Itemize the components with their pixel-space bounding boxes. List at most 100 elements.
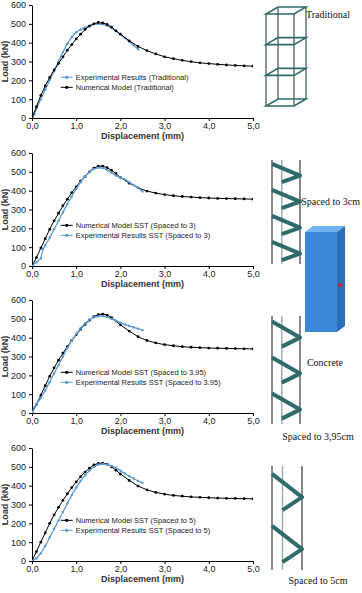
data-point (62, 211, 64, 213)
x-axis-title: Displacement (mm) (101, 574, 184, 584)
plot-area (32, 165, 253, 266)
x-axis-title: Displacement (mm) (101, 426, 184, 436)
data-point (53, 513, 56, 516)
data-point (199, 496, 202, 499)
x-axis-title: Displacement (mm) (101, 279, 184, 289)
data-point (110, 318, 112, 320)
tick-label: 2,0 (115, 416, 128, 426)
x-tick: 4,0 (203, 413, 216, 426)
spiral-bar (272, 526, 302, 562)
data-point (32, 265, 33, 266)
data-point (216, 197, 219, 200)
data-point (132, 477, 134, 479)
x-tick: 0,0 (26, 413, 39, 426)
x-tick: 2,0 (115, 413, 128, 426)
data-point (190, 196, 193, 199)
data-point (70, 43, 73, 46)
data-point (79, 327, 81, 329)
data-point (88, 171, 90, 173)
data-point (137, 45, 140, 48)
tick-mark (29, 80, 32, 81)
data-point (35, 261, 37, 263)
data-point (75, 481, 78, 484)
y-tick: 500 (11, 314, 32, 324)
legend-marker (65, 224, 68, 227)
data-point (141, 329, 143, 331)
chart-panel: 0,01,02,03,04,05,00100200300400500600Dis… (0, 0, 260, 141)
plot-area (32, 462, 253, 561)
tick-mark (29, 505, 32, 506)
data-point (243, 64, 246, 67)
tick-label: 4,0 (203, 416, 216, 426)
tick-label: 400 (11, 38, 26, 48)
tick-label: 3,0 (159, 121, 172, 131)
data-point (66, 49, 69, 52)
tick-mark (29, 319, 32, 320)
x-axis-title: Displacement (mm) (101, 131, 184, 141)
data-point (93, 316, 95, 318)
data-point (154, 53, 157, 56)
data-point (48, 237, 50, 239)
stirrup (266, 7, 306, 14)
data-point (137, 327, 139, 329)
tick-mark (29, 394, 32, 395)
data-point (119, 33, 121, 35)
legend-marker (65, 234, 68, 237)
x-tick: 5,0 (247, 413, 260, 426)
rebar (271, 466, 272, 570)
data-point (53, 372, 55, 374)
axis-line (33, 118, 254, 119)
tick-label: 200 (11, 224, 26, 234)
data-point (35, 256, 38, 259)
data-point (48, 522, 51, 525)
x-axis: 0,01,02,03,04,05,0 (26, 118, 260, 131)
y-axis: 0100200300400500600 (11, 295, 33, 418)
rebar (265, 14, 266, 106)
x-tick: 3,0 (159, 118, 172, 131)
data-point (172, 494, 175, 497)
series-line (32, 24, 138, 118)
data-point (119, 473, 122, 476)
data-point (66, 347, 68, 349)
data-point (137, 187, 139, 189)
data-point (57, 220, 59, 222)
axis-line (32, 301, 33, 414)
tick-label: 500 (11, 462, 26, 472)
chart-panel: 0,01,02,03,04,05,00100200300400500600Dis… (0, 148, 260, 289)
axis-line (32, 154, 33, 267)
spiral-bar (272, 164, 300, 182)
data-point (190, 60, 193, 63)
tick-label: 200 (11, 519, 26, 529)
data-point (252, 497, 253, 500)
x-tick: 0,0 (26, 266, 39, 279)
y-tick: 300 (11, 205, 32, 215)
legend-label: Numerical Model SST (Spaced to 3.95) (76, 368, 207, 377)
data-point (128, 475, 130, 477)
data-point (79, 475, 82, 478)
x-tick: 1,0 (70, 413, 83, 426)
legend: Experimental Results (Traditional)Numeri… (61, 73, 189, 92)
stirrup (266, 99, 306, 106)
data-point (39, 247, 42, 250)
data-point (154, 342, 157, 345)
spiral-bar (272, 242, 300, 260)
data-point (66, 492, 69, 495)
data-point (115, 320, 117, 322)
spiral-bar (272, 216, 300, 234)
data-point (66, 502, 68, 504)
tick-label: 4,0 (203, 269, 216, 279)
data-point (44, 384, 47, 387)
spiral-bar (272, 321, 300, 346)
tick-label: 2,0 (115, 121, 128, 131)
legend-label: Numerical Model (Traditional) (76, 83, 175, 92)
tick-mark (29, 5, 32, 6)
data-point (101, 21, 104, 24)
data-point (106, 169, 108, 171)
data-point (124, 472, 126, 474)
x-tick: 2,0 (115, 561, 128, 574)
data-point (216, 63, 219, 66)
tick-label: 5,0 (247, 121, 260, 131)
tick-label: 1,0 (70, 121, 83, 131)
legend-marker (65, 86, 68, 89)
legend-item: Numerical Model SST (Spaced to 3) (61, 221, 196, 230)
